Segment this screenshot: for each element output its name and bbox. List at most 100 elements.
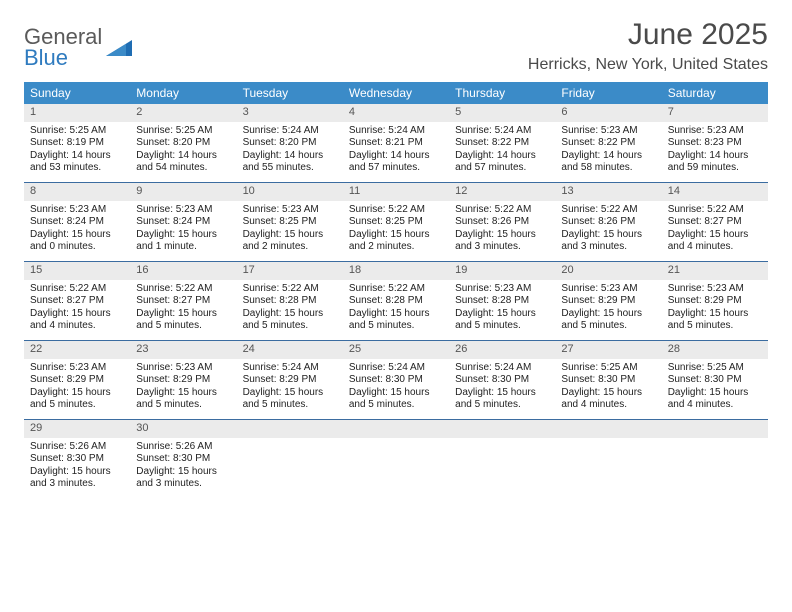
day-body: Sunrise: 5:23 AMSunset: 8:28 PMDaylight:… (449, 280, 555, 339)
day-number: 18 (343, 262, 449, 280)
daylight-text: Daylight: 15 hours and 5 minutes. (455, 308, 549, 333)
day-body: Sunrise: 5:24 AMSunset: 8:20 PMDaylight:… (237, 122, 343, 181)
calendar-day: 13Sunrise: 5:22 AMSunset: 8:26 PMDayligh… (555, 183, 661, 261)
daylight-text: Daylight: 14 hours and 58 minutes. (561, 150, 655, 175)
calendar: SundayMondayTuesdayWednesdayThursdayFrid… (24, 82, 768, 498)
day-body: Sunrise: 5:23 AMSunset: 8:29 PMDaylight:… (662, 280, 768, 339)
calendar-day: 9Sunrise: 5:23 AMSunset: 8:24 PMDaylight… (130, 183, 236, 261)
sunset-text: Sunset: 8:20 PM (136, 137, 230, 150)
daylight-text: Daylight: 15 hours and 2 minutes. (243, 229, 337, 254)
weekday-header: Tuesday (237, 82, 343, 104)
calendar-week: 1 Sunrise: 5:25 AMSunset: 8:19 PM Daylight… (24, 104, 768, 183)
sunrise-text: Sunrise: 5:25 AM (561, 362, 655, 375)
sunrise-text: Sunrise: 5:22 AM (30, 283, 124, 296)
sunrise-text: Sunrise: 5:24 AM (349, 362, 443, 375)
sunrise-text: Sunrise: 5:22 AM (668, 204, 762, 217)
sunset-text: Sunset: 8:22 PM (455, 137, 549, 150)
sunset-text: Sunset: 8:23 PM (668, 137, 762, 150)
day-body: Sunrise: 5:23 AMSunset: 8:23 PMDaylight:… (662, 122, 768, 181)
day-number: 13 (555, 183, 661, 201)
sunset-text: Sunset: 8:29 PM (561, 295, 655, 308)
calendar-day: 11Sunrise: 5:22 AMSunset: 8:25 PMDayligh… (343, 183, 449, 261)
daylight-text: Daylight: 15 hours and 4 minutes. (668, 229, 762, 254)
day-body: Sunrise: 5:25 AMSunset: 8:20 PMDaylight:… (130, 122, 236, 181)
month-title: June 2025 (528, 18, 768, 52)
sunrise-text: Sunrise: 5:22 AM (349, 283, 443, 296)
calendar-day: 12Sunrise: 5:22 AMSunset: 8:26 PMDayligh… (449, 183, 555, 261)
day-number: 10 (237, 183, 343, 201)
sunrise-text: Sunrise: 5:25 AM (30, 125, 124, 138)
sunset-text: Sunset: 8:29 PM (243, 374, 337, 387)
calendar-day: 23Sunrise: 5:23 AMSunset: 8:29 PMDayligh… (130, 341, 236, 419)
day-body: Sunrise: 5:22 AMSunset: 8:27 PMDaylight:… (130, 280, 236, 339)
day-number: 26 (449, 341, 555, 359)
calendar-day: 8Sunrise: 5:23 AMSunset: 8:24 PMDaylight… (24, 183, 130, 261)
calendar-body: 1Sunrise: 5:25 AMSunset: 8:19 PMDaylight… (24, 104, 768, 498)
day-number: 24 (237, 341, 343, 359)
calendar-day: 10Sunrise: 5:23 AMSunset: 8:25 PMDayligh… (237, 183, 343, 261)
sunset-text: Sunset: 8:30 PM (561, 374, 655, 387)
day-number: 21 (662, 262, 768, 280)
day-number: 11 (343, 183, 449, 201)
sunset-text: Sunset: 8:30 PM (30, 453, 124, 466)
calendar-day: 21Sunrise: 5:23 AMSunset: 8:29 PMDayligh… (662, 262, 768, 340)
day-body: Sunrise: 5:24 AMSunset: 8:29 PMDaylight:… (237, 359, 343, 418)
sunset-text: Sunset: 8:25 PM (349, 216, 443, 229)
calendar-day: 15Sunrise: 5:22 AMSunset: 8:27 PMDayligh… (24, 262, 130, 340)
calendar-day: 25Sunrise: 5:24 AMSunset: 8:30 PMDayligh… (343, 341, 449, 419)
sunset-text: Sunset: 8:30 PM (455, 374, 549, 387)
sunrise-text: Sunrise: 5:22 AM (561, 204, 655, 217)
daylight-text: Daylight: 15 hours and 5 minutes. (243, 308, 337, 333)
title-block: June 2025 Herricks, New York, United Sta… (528, 18, 768, 74)
calendar-day: 20Sunrise: 5:23 AMSunset: 8:29 PMDayligh… (555, 262, 661, 340)
daylight-text: Daylight: 15 hours and 5 minutes. (668, 308, 762, 333)
daylight-text: Daylight: 15 hours and 4 minutes. (30, 308, 124, 333)
calendar-day: 29Sunrise: 5:26 AMSunset: 8:30 PMDayligh… (24, 420, 130, 498)
calendar-day: 17Sunrise: 5:22 AMSunset: 8:28 PMDayligh… (237, 262, 343, 340)
daylight-text: Daylight: 15 hours and 1 minute. (136, 229, 230, 254)
day-number: 30 (130, 420, 236, 438)
daylight-text: Daylight: 15 hours and 5 minutes. (136, 308, 230, 333)
day-body: Sunrise: 5:24 AMSunset: 8:22 PMDaylight:… (449, 122, 555, 181)
sunrise-text: Sunrise: 5:22 AM (243, 283, 337, 296)
daylight-text: Daylight: 15 hours and 5 minutes. (136, 387, 230, 412)
day-number (343, 420, 449, 438)
sunset-text: Sunset: 8:29 PM (136, 374, 230, 387)
sunrise-text: Sunrise: 5:25 AM (668, 362, 762, 375)
day-number: 14 (662, 183, 768, 201)
daylight-text: Daylight: 15 hours and 5 minutes. (243, 387, 337, 412)
day-number: 23 (130, 341, 236, 359)
day-body: Sunrise: 5:23 AMSunset: 8:24 PMDaylight:… (24, 201, 130, 260)
daylight-text: Daylight: 15 hours and 3 minutes. (455, 229, 549, 254)
daylight-text: Daylight: 14 hours and 57 minutes. (455, 150, 549, 175)
calendar-day: 16Sunrise: 5:22 AMSunset: 8:27 PMDayligh… (130, 262, 236, 340)
day-number: 1 (24, 104, 130, 122)
day-number: 5 (449, 104, 555, 122)
day-number: 12 (449, 183, 555, 201)
sunrise-text: Sunrise: 5:23 AM (455, 283, 549, 296)
sunrise-text: Sunrise: 5:26 AM (136, 441, 230, 454)
day-number (662, 420, 768, 438)
calendar-day (449, 420, 555, 498)
calendar-day (555, 420, 661, 498)
sunset-text: Sunset: 8:27 PM (136, 295, 230, 308)
sunset-text: Sunset: 8:28 PM (243, 295, 337, 308)
day-number: 22 (24, 341, 130, 359)
sunset-text: Sunset: 8:20 PM (243, 137, 337, 150)
sunset-text: Sunset: 8:19 PM (30, 137, 124, 150)
day-number: 4 (343, 104, 449, 122)
day-number: 7 (662, 104, 768, 122)
calendar-day: 1Sunrise: 5:25 AMSunset: 8:19 PMDaylight… (24, 104, 130, 182)
sunrise-text: Sunrise: 5:22 AM (455, 204, 549, 217)
daylight-text: Daylight: 14 hours and 54 minutes. (136, 150, 230, 175)
logo: General Blue (24, 18, 132, 69)
calendar-day: 22Sunrise: 5:23 AMSunset: 8:29 PMDayligh… (24, 341, 130, 419)
sunset-text: Sunset: 8:21 PM (349, 137, 443, 150)
sunrise-text: Sunrise: 5:23 AM (668, 125, 762, 138)
day-body: Sunrise: 5:22 AMSunset: 8:27 PMDaylight:… (662, 201, 768, 260)
sunset-text: Sunset: 8:26 PM (561, 216, 655, 229)
calendar-week: 22Sunrise: 5:23 AMSunset: 8:29 PMDayligh… (24, 341, 768, 420)
day-body: Sunrise: 5:23 AMSunset: 8:24 PMDaylight:… (130, 201, 236, 260)
day-body: Sunrise: 5:23 AMSunset: 8:25 PMDaylight:… (237, 201, 343, 260)
daylight-text: Daylight: 15 hours and 3 minutes. (136, 466, 230, 491)
